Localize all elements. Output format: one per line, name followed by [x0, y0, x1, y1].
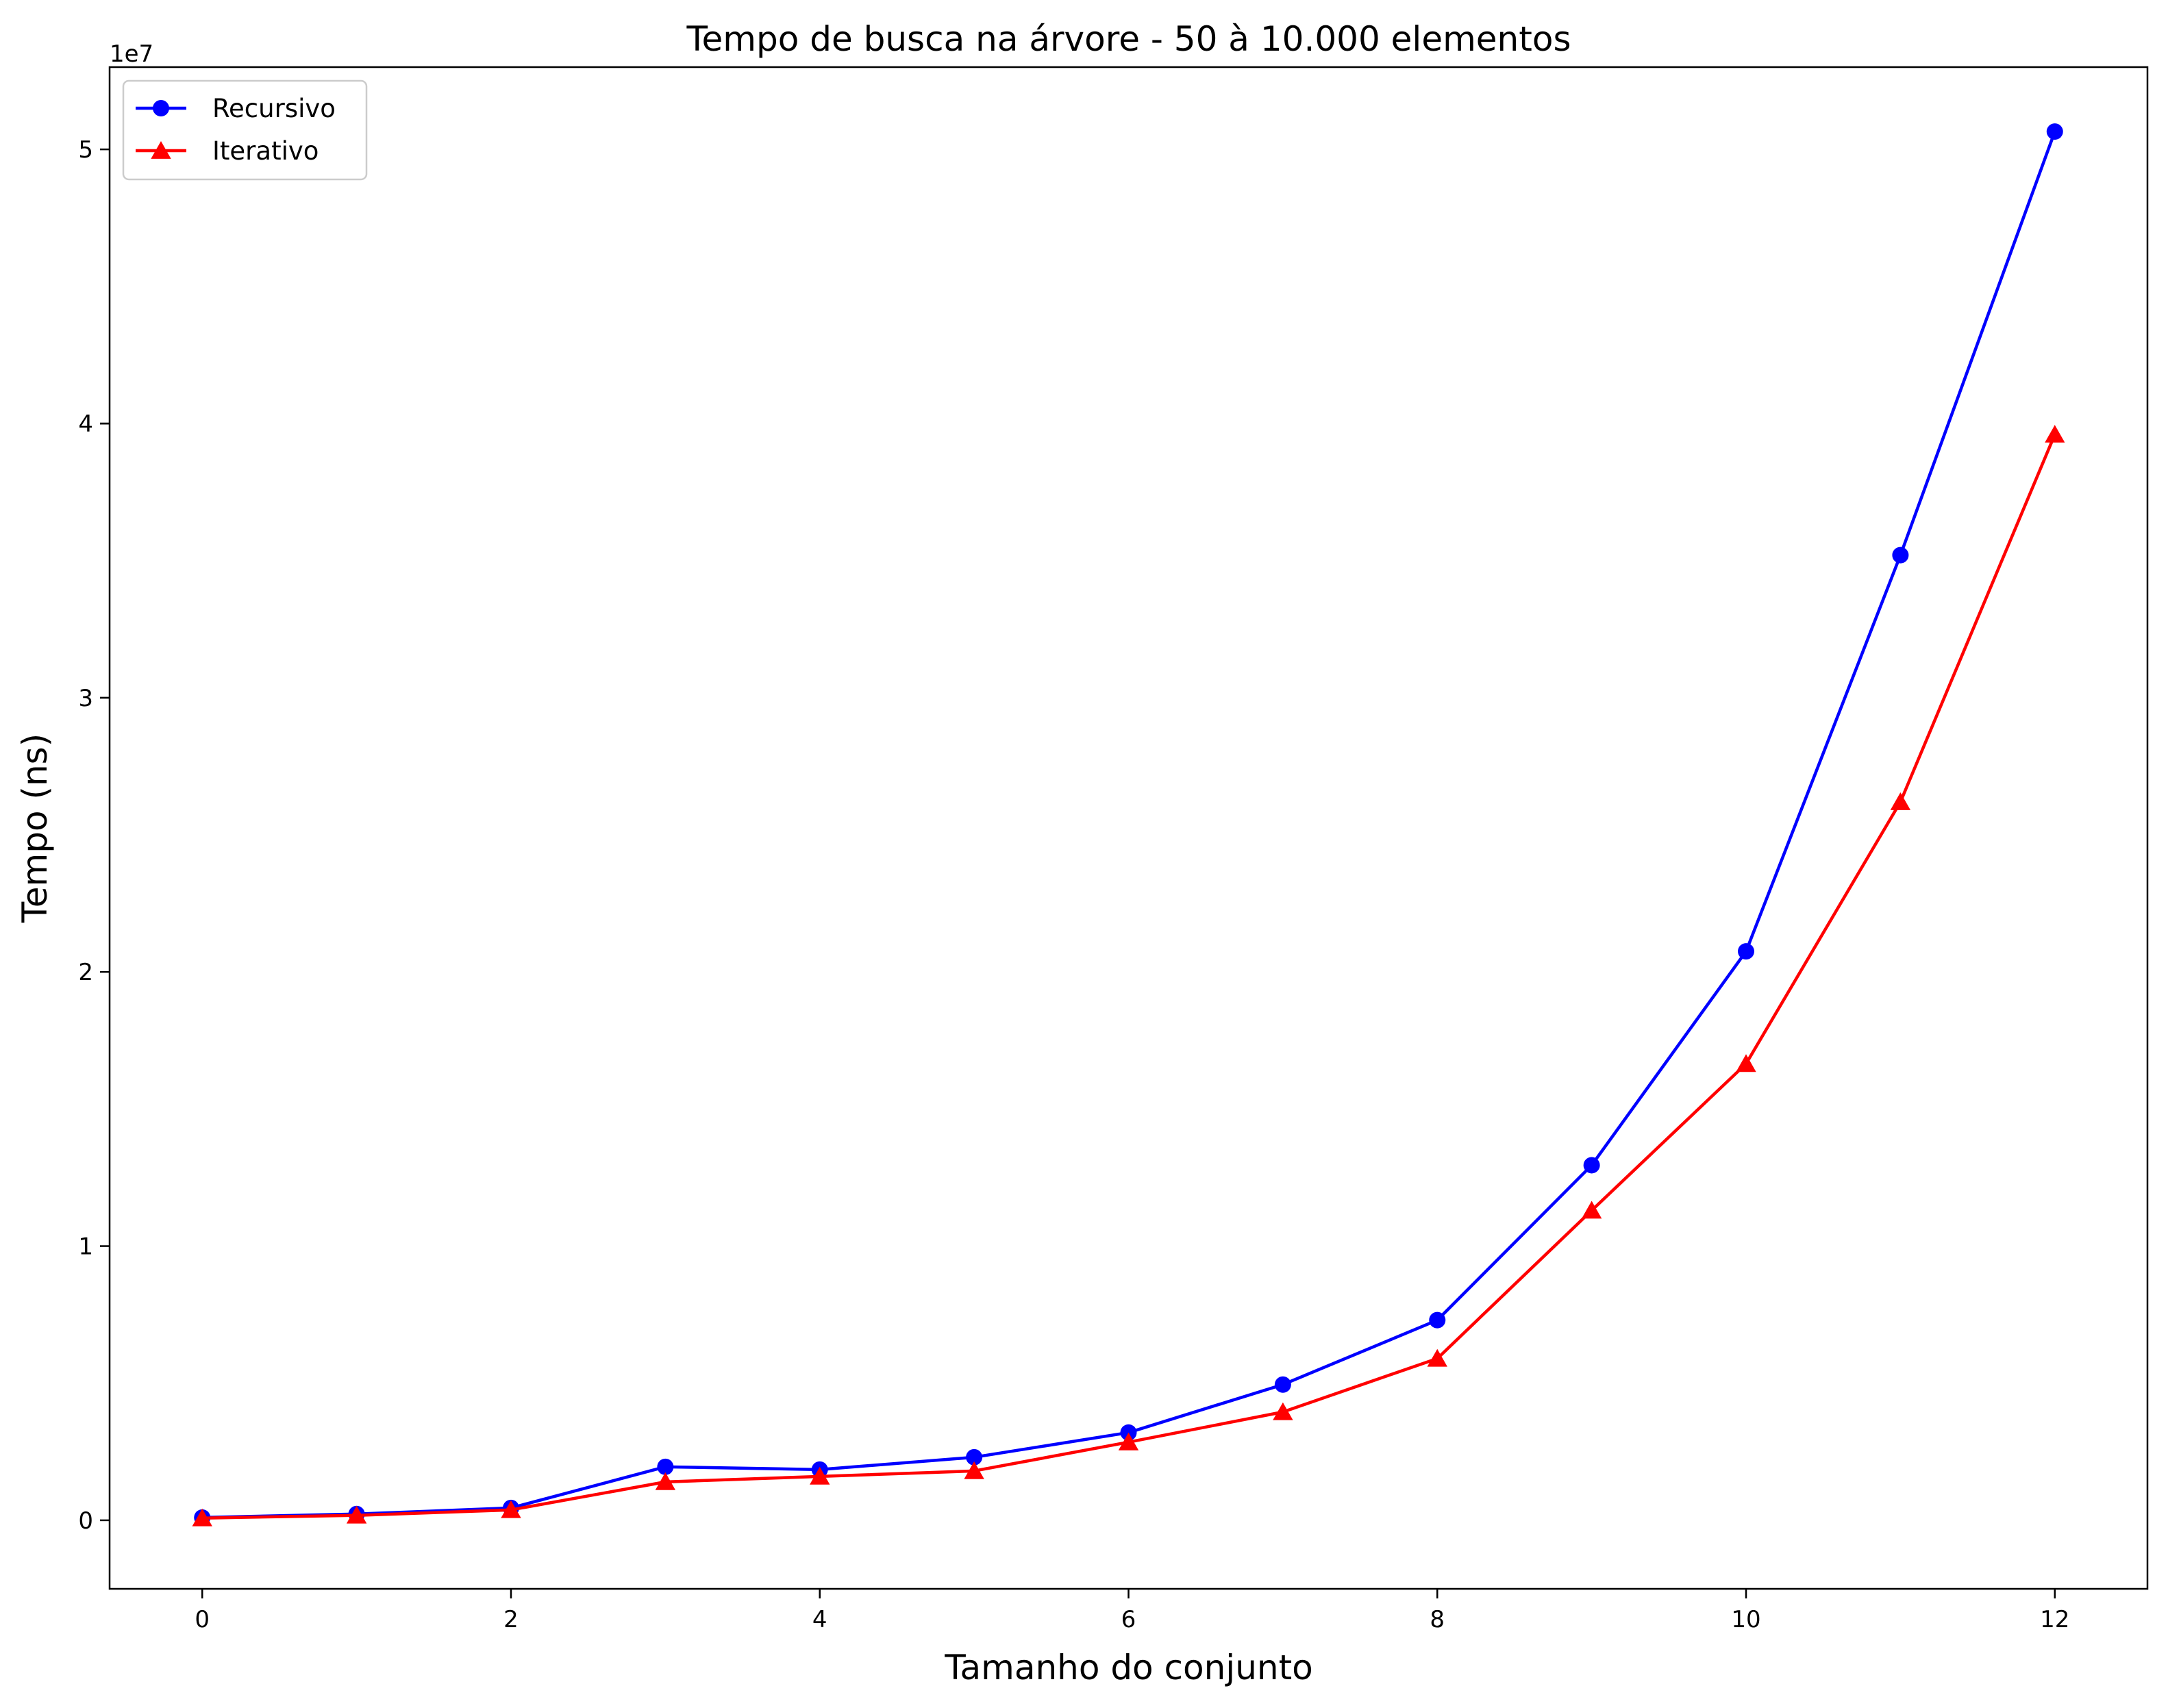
- data-point: [192, 1508, 212, 1527]
- y-tick-label: 4: [78, 410, 93, 438]
- data-point: [1581, 1201, 1602, 1219]
- y-tick-label: 3: [78, 685, 93, 712]
- y-tick-label: 1: [78, 1233, 93, 1261]
- legend-entry: Recursivo: [136, 94, 336, 123]
- data-point: [1274, 1376, 1291, 1393]
- y-axis-label: Tempo (ns): [15, 733, 55, 924]
- plot-content: [192, 123, 2065, 1527]
- data-point: [1892, 547, 1909, 564]
- data-point: [501, 1500, 521, 1518]
- data-point: [1583, 1157, 1600, 1174]
- legend: Recursivo Iterativo: [122, 79, 368, 181]
- y-tick-label: 2: [78, 959, 93, 986]
- plot-frame: [108, 66, 2149, 1590]
- data-point: [655, 1472, 676, 1490]
- x-tick-label: 8: [1430, 1606, 1445, 1633]
- data-point: [1890, 792, 1911, 810]
- y-axis-offset-label: 1e7: [110, 40, 153, 68]
- data-point: [1118, 1432, 1139, 1450]
- x-tick-label: 0: [195, 1606, 210, 1633]
- y-axis-ticks: 0 1 2 3 4 5: [78, 136, 110, 1535]
- data-point: [1738, 943, 1755, 960]
- x-axis-ticks: 0 2 4 6 8 10 12: [195, 1589, 2069, 1633]
- data-point: [966, 1448, 983, 1466]
- data-point: [1429, 1311, 1446, 1329]
- legend-label: Iterativo: [212, 136, 319, 166]
- data-point: [657, 1458, 674, 1475]
- x-tick-label: 12: [2040, 1606, 2069, 1633]
- y-tick-label: 0: [78, 1507, 93, 1535]
- chart-title: Tempo de busca na árvore - 50 à 10.000 e…: [686, 19, 1571, 59]
- data-point: [1736, 1054, 1756, 1072]
- series-iterativo: [192, 425, 2065, 1527]
- legend-marker: [153, 100, 169, 116]
- x-tick-label: 2: [503, 1606, 519, 1633]
- data-point: [810, 1466, 830, 1485]
- data-point: [1273, 1402, 1293, 1420]
- x-tick-label: 6: [1121, 1606, 1136, 1633]
- data-point: [1427, 1348, 1447, 1367]
- y-tick-label: 5: [78, 136, 93, 164]
- x-tick-label: 10: [1731, 1606, 1760, 1633]
- data-point: [964, 1461, 984, 1479]
- legend-box: [122, 79, 368, 181]
- x-tick-label: 4: [812, 1606, 827, 1633]
- legend-label: Recursivo: [212, 94, 336, 123]
- legend-marker: [151, 141, 171, 159]
- data-point: [1120, 1424, 1137, 1441]
- x-axis-label: Tamanho do conjunto: [944, 1648, 1313, 1687]
- data-point: [2045, 425, 2065, 443]
- data-point: [346, 1505, 367, 1524]
- data-point: [2046, 123, 2063, 140]
- legend-entry: Iterativo: [136, 136, 319, 166]
